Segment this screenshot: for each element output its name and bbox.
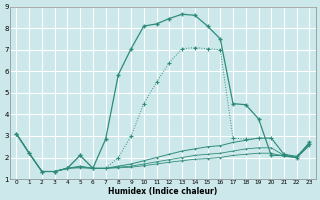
- X-axis label: Humidex (Indice chaleur): Humidex (Indice chaleur): [108, 187, 218, 196]
